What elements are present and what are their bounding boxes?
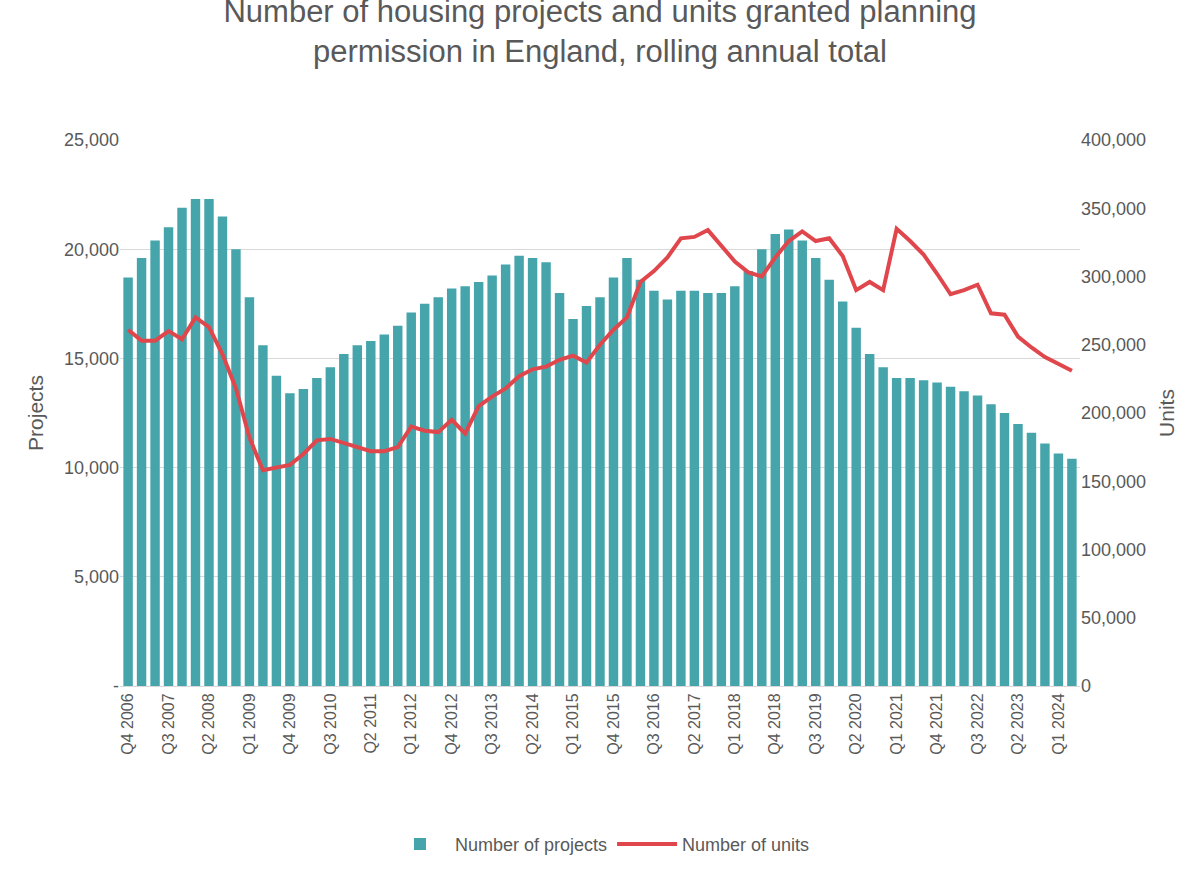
svg-text:Q4 2018: Q4 2018 — [766, 693, 783, 754]
svg-text:20,000: 20,000 — [64, 240, 119, 260]
svg-text:Q3 2013: Q3 2013 — [483, 693, 500, 754]
svg-text:150,000: 150,000 — [1081, 472, 1146, 492]
svg-text:Q1 2018: Q1 2018 — [726, 693, 743, 754]
svg-text:15,000: 15,000 — [64, 349, 119, 369]
svg-text:0: 0 — [1081, 676, 1091, 696]
svg-text:Q1 2015: Q1 2015 — [564, 693, 581, 754]
svg-text:Q3 2010: Q3 2010 — [322, 693, 339, 754]
svg-text:Q4 2006: Q4 2006 — [119, 693, 136, 754]
svg-text:Q1 2021: Q1 2021 — [888, 693, 905, 754]
svg-text:Q3 2016: Q3 2016 — [645, 693, 662, 754]
svg-text:Q4 2015: Q4 2015 — [605, 693, 622, 754]
svg-text:300,000: 300,000 — [1081, 267, 1146, 287]
svg-text:10,000: 10,000 — [64, 458, 119, 478]
svg-text:350,000: 350,000 — [1081, 199, 1146, 219]
svg-text:100,000: 100,000 — [1081, 540, 1146, 560]
svg-text:Q4 2012: Q4 2012 — [443, 693, 460, 754]
svg-text:Q2 2017: Q2 2017 — [686, 693, 703, 754]
svg-text:Number of projects: Number of projects — [455, 835, 607, 855]
svg-text:Number of housing projects and: Number of housing projects and units gra… — [223, 0, 976, 69]
svg-text:Q1 2012: Q1 2012 — [402, 693, 419, 754]
svg-text:200,000: 200,000 — [1081, 403, 1146, 423]
svg-text:Q4 2009: Q4 2009 — [281, 693, 298, 754]
svg-text:Q2 2020: Q2 2020 — [847, 693, 864, 754]
svg-text:Projects: Projects — [24, 375, 47, 451]
svg-text:400,000: 400,000 — [1081, 130, 1146, 150]
svg-text:Q3 2007: Q3 2007 — [160, 693, 177, 754]
svg-text:Q2 2023: Q2 2023 — [1009, 693, 1026, 754]
svg-text:50,000: 50,000 — [1081, 608, 1136, 628]
svg-text:Q2 2011: Q2 2011 — [362, 693, 379, 753]
svg-text:5,000: 5,000 — [74, 567, 119, 587]
svg-text:250,000: 250,000 — [1081, 335, 1146, 355]
svg-text:Q4 2021: Q4 2021 — [928, 693, 945, 754]
svg-text:Q3 2019: Q3 2019 — [807, 693, 824, 754]
svg-text:Q1 2024: Q1 2024 — [1050, 693, 1067, 754]
svg-text:Q3 2022: Q3 2022 — [969, 693, 986, 754]
svg-text:Q2 2014: Q2 2014 — [524, 693, 541, 754]
svg-text:25,000: 25,000 — [64, 130, 119, 150]
svg-text:Number of units: Number of units — [682, 835, 809, 855]
svg-text:-: - — [113, 676, 119, 696]
svg-text:Q1 2009: Q1 2009 — [241, 693, 258, 754]
svg-text:Q2 2008: Q2 2008 — [200, 693, 217, 754]
svg-text:Units: Units — [1155, 389, 1178, 437]
